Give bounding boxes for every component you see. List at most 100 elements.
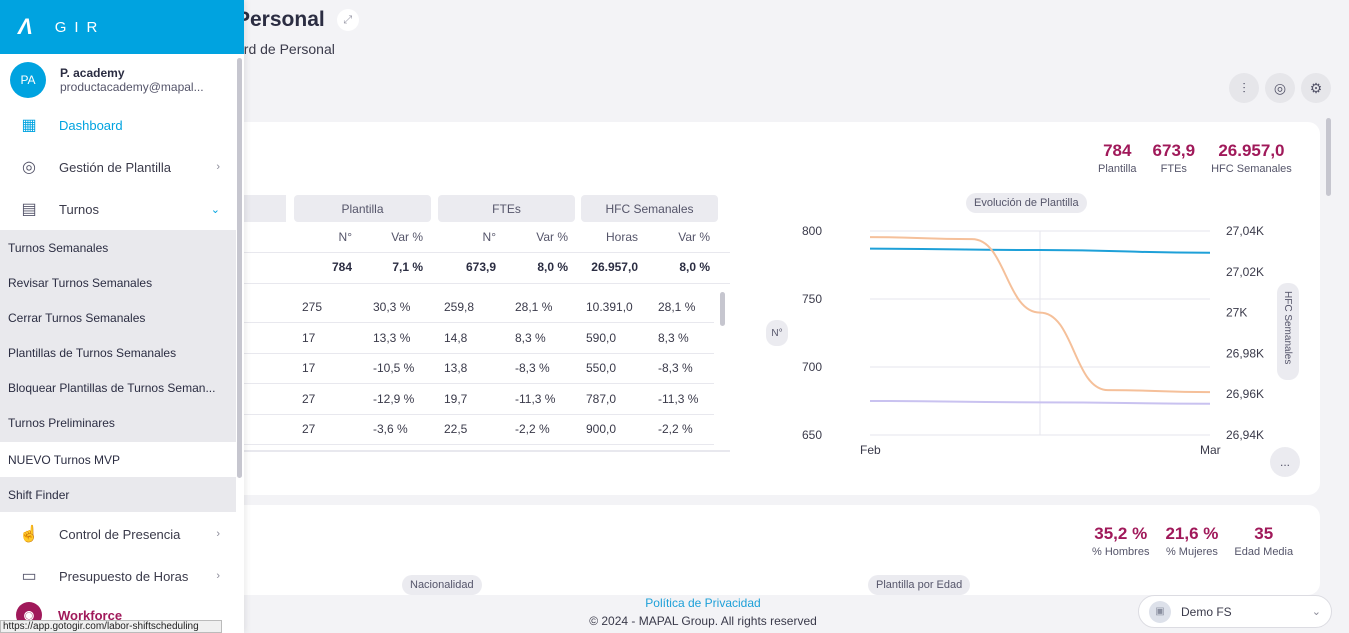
document-icon: ▭ bbox=[21, 568, 37, 585]
table-cell: 14,8 bbox=[444, 330, 468, 345]
subheader: Var % bbox=[678, 230, 710, 244]
table-cell: 8,3 % bbox=[658, 330, 689, 345]
chart-title: Evolución de Plantilla bbox=[966, 193, 1087, 213]
page-scrollbar[interactable] bbox=[1326, 118, 1331, 196]
submenu-item-current[interactable]: NUEVO Turnos MVP bbox=[0, 442, 236, 477]
page-title-text: Personal bbox=[236, 8, 325, 31]
table-cell: 30,3 % bbox=[373, 300, 411, 314]
table-bottom-border bbox=[236, 450, 730, 452]
user-name: P. academy bbox=[60, 66, 125, 80]
kpi-mujeres: 21,6 %% Mujeres bbox=[1165, 524, 1219, 558]
settings-icon[interactable]: ⚙ bbox=[1301, 73, 1331, 103]
page-title: Personal ⤢ bbox=[236, 8, 359, 32]
dashboard-icon: ▦ bbox=[21, 117, 37, 134]
table-cell: -11,3 % bbox=[515, 391, 556, 406]
table-cell: 259,8 bbox=[444, 300, 475, 314]
col-group-hfc: HFC Semanales bbox=[581, 195, 718, 222]
location-icon[interactable]: ◎ bbox=[1265, 73, 1295, 103]
hand-pointer-icon: ☝ bbox=[19, 526, 39, 543]
submenu-item[interactable]: Turnos Preliminares bbox=[8, 415, 115, 430]
table-cell: 22,5 bbox=[444, 422, 468, 436]
series-line-1 bbox=[869, 236, 1211, 394]
table-scrollbar[interactable] bbox=[720, 292, 725, 326]
top-actions: ⫶ ◎ ⚙ bbox=[1229, 73, 1331, 103]
table-row[interactable] bbox=[236, 292, 714, 323]
y-right-tick-label: 27,04K bbox=[1226, 224, 1264, 238]
copyright: © 2024 - MAPAL Group. All rights reserve… bbox=[589, 614, 817, 628]
submenu-item[interactable]: Revisar Turnos Semanales bbox=[8, 275, 153, 290]
turnos-submenu: Turnos Semanales Revisar Turnos Semanale… bbox=[0, 230, 236, 512]
table-cell: 275 bbox=[302, 300, 323, 314]
table-cell: 8,3 % bbox=[515, 330, 546, 345]
submenu-item[interactable]: Turnos Semanales bbox=[8, 240, 109, 255]
table-cell: 27 bbox=[302, 391, 316, 406]
table-cell: 19,7 bbox=[444, 391, 468, 406]
expand-icon[interactable]: ⤢ bbox=[336, 9, 359, 31]
submenu-item[interactable]: Cerrar Turnos Semanales bbox=[8, 310, 146, 325]
submenu-item[interactable]: Plantillas de Turnos Semanales bbox=[8, 345, 177, 360]
col-group-ftes: FTEs bbox=[438, 195, 575, 222]
chevron-down-icon: ⌄ bbox=[1311, 606, 1321, 618]
y-axis-right-label: HFC Semanales bbox=[1277, 283, 1299, 380]
evolution-chart: 800 750 700 650 27,04K 27,02K 27K 26,98K 26,96K 2… bbox=[802, 224, 1264, 457]
chevron-right-icon: › bbox=[216, 161, 220, 173]
chevron-right-icon: › bbox=[216, 528, 220, 540]
subheader: Var % bbox=[536, 230, 568, 244]
user-email: productacademy@mapal... bbox=[60, 80, 204, 94]
store-icon: ▣ bbox=[1149, 600, 1171, 623]
y-left-tick-label: 700 bbox=[802, 360, 822, 374]
filter-icon[interactable]: ⫶ bbox=[1229, 73, 1259, 103]
table-header-left bbox=[236, 195, 286, 222]
table-cell: 13,8 bbox=[444, 361, 468, 375]
table-cell: -8,3 % bbox=[515, 361, 550, 375]
y-left-tick-label: 650 bbox=[802, 428, 822, 442]
table-cell: 17 bbox=[302, 330, 316, 345]
table-cell: 28,1 % bbox=[515, 300, 553, 314]
user-profile[interactable]: PA P. academy productacademy@mapal... bbox=[10, 62, 204, 98]
sidebar-item-control-presencia[interactable]: ☝ Control de Presencia › bbox=[0, 514, 236, 554]
table-cell: -2,2 % bbox=[515, 422, 550, 436]
table-row[interactable] bbox=[236, 323, 714, 354]
plantilla-edad-pill: Plantilla por Edad bbox=[868, 575, 971, 595]
col-group-plantilla: Plantilla bbox=[294, 195, 431, 222]
plantilla-kpis: 784 Plantilla 673,9 FTEs 26.957,0 HFC Seman… bbox=[1098, 141, 1292, 175]
subheader: N° bbox=[338, 230, 352, 244]
submenu-item[interactable]: Bloquear Plantillas de Turnos Seman... bbox=[8, 380, 216, 395]
total-cell: 26.957,0 bbox=[591, 260, 638, 274]
demo-selector[interactable]: ▣ Demo FS ⌄ bbox=[1138, 595, 1332, 628]
demographics-kpis: 35,2 %% Hombres 21,6 %% Mujeres 35 Edad M… bbox=[1092, 524, 1293, 558]
table-row[interactable] bbox=[236, 353, 714, 384]
submenu-item[interactable]: Shift Finder bbox=[8, 487, 70, 502]
user-circle-icon: ◎ bbox=[22, 159, 36, 176]
sidebar-item-label: Gestión de Plantilla bbox=[59, 159, 172, 175]
kpi-ftes: 673,9 FTEs bbox=[1152, 141, 1196, 175]
calendar-icon: ▤ bbox=[21, 201, 37, 218]
sidebar-scrollbar[interactable] bbox=[237, 58, 242, 478]
sidebar: Λ GIR PA P. academy productacademy@mapal… bbox=[0, 0, 244, 633]
y-right-tick-label: 27K bbox=[1226, 306, 1247, 320]
sidebar-item-turnos[interactable]: ▤ Turnos ⌄ bbox=[0, 189, 236, 229]
table-row[interactable] bbox=[236, 384, 714, 415]
sidebar-item-label: Presupuesto de Horas bbox=[59, 568, 189, 584]
table-cell: 10.391,0 bbox=[586, 300, 633, 314]
sidebar-item-label: Control de Presencia bbox=[59, 526, 181, 542]
table-cell: -2,2 % bbox=[658, 422, 693, 436]
table-row[interactable] bbox=[236, 414, 714, 445]
series-line-2 bbox=[869, 400, 1211, 405]
avatar: PA bbox=[10, 62, 46, 98]
kpi-plantilla: 784 Plantilla bbox=[1098, 141, 1137, 175]
sidebar-item-presupuesto[interactable]: ▭ Presupuesto de Horas › bbox=[0, 556, 236, 596]
privacy-link[interactable]: Política de Privacidad bbox=[645, 596, 761, 610]
sidebar-item-gestion-plantilla[interactable]: ◎ Gestión de Plantilla › bbox=[0, 147, 236, 187]
sidebar-item-dashboard[interactable]: ▦ Dashboard bbox=[0, 105, 236, 145]
gir-logo-icon[interactable]: Λ bbox=[18, 14, 33, 39]
table-cell: -12,9 % bbox=[373, 391, 415, 406]
more-options-button[interactable]: ... bbox=[1270, 447, 1300, 477]
table-cell: 27 bbox=[302, 422, 316, 436]
status-url: https://app.gotogir.com/labor-shiftsched… bbox=[0, 620, 222, 633]
brand-name: GIR bbox=[54, 18, 106, 36]
series-line-0 bbox=[869, 247, 1211, 254]
total-cell: 8,0 % bbox=[679, 260, 710, 274]
sidebar-item-label: Dashboard bbox=[59, 117, 123, 133]
y-left-tick-label: 800 bbox=[802, 224, 822, 238]
